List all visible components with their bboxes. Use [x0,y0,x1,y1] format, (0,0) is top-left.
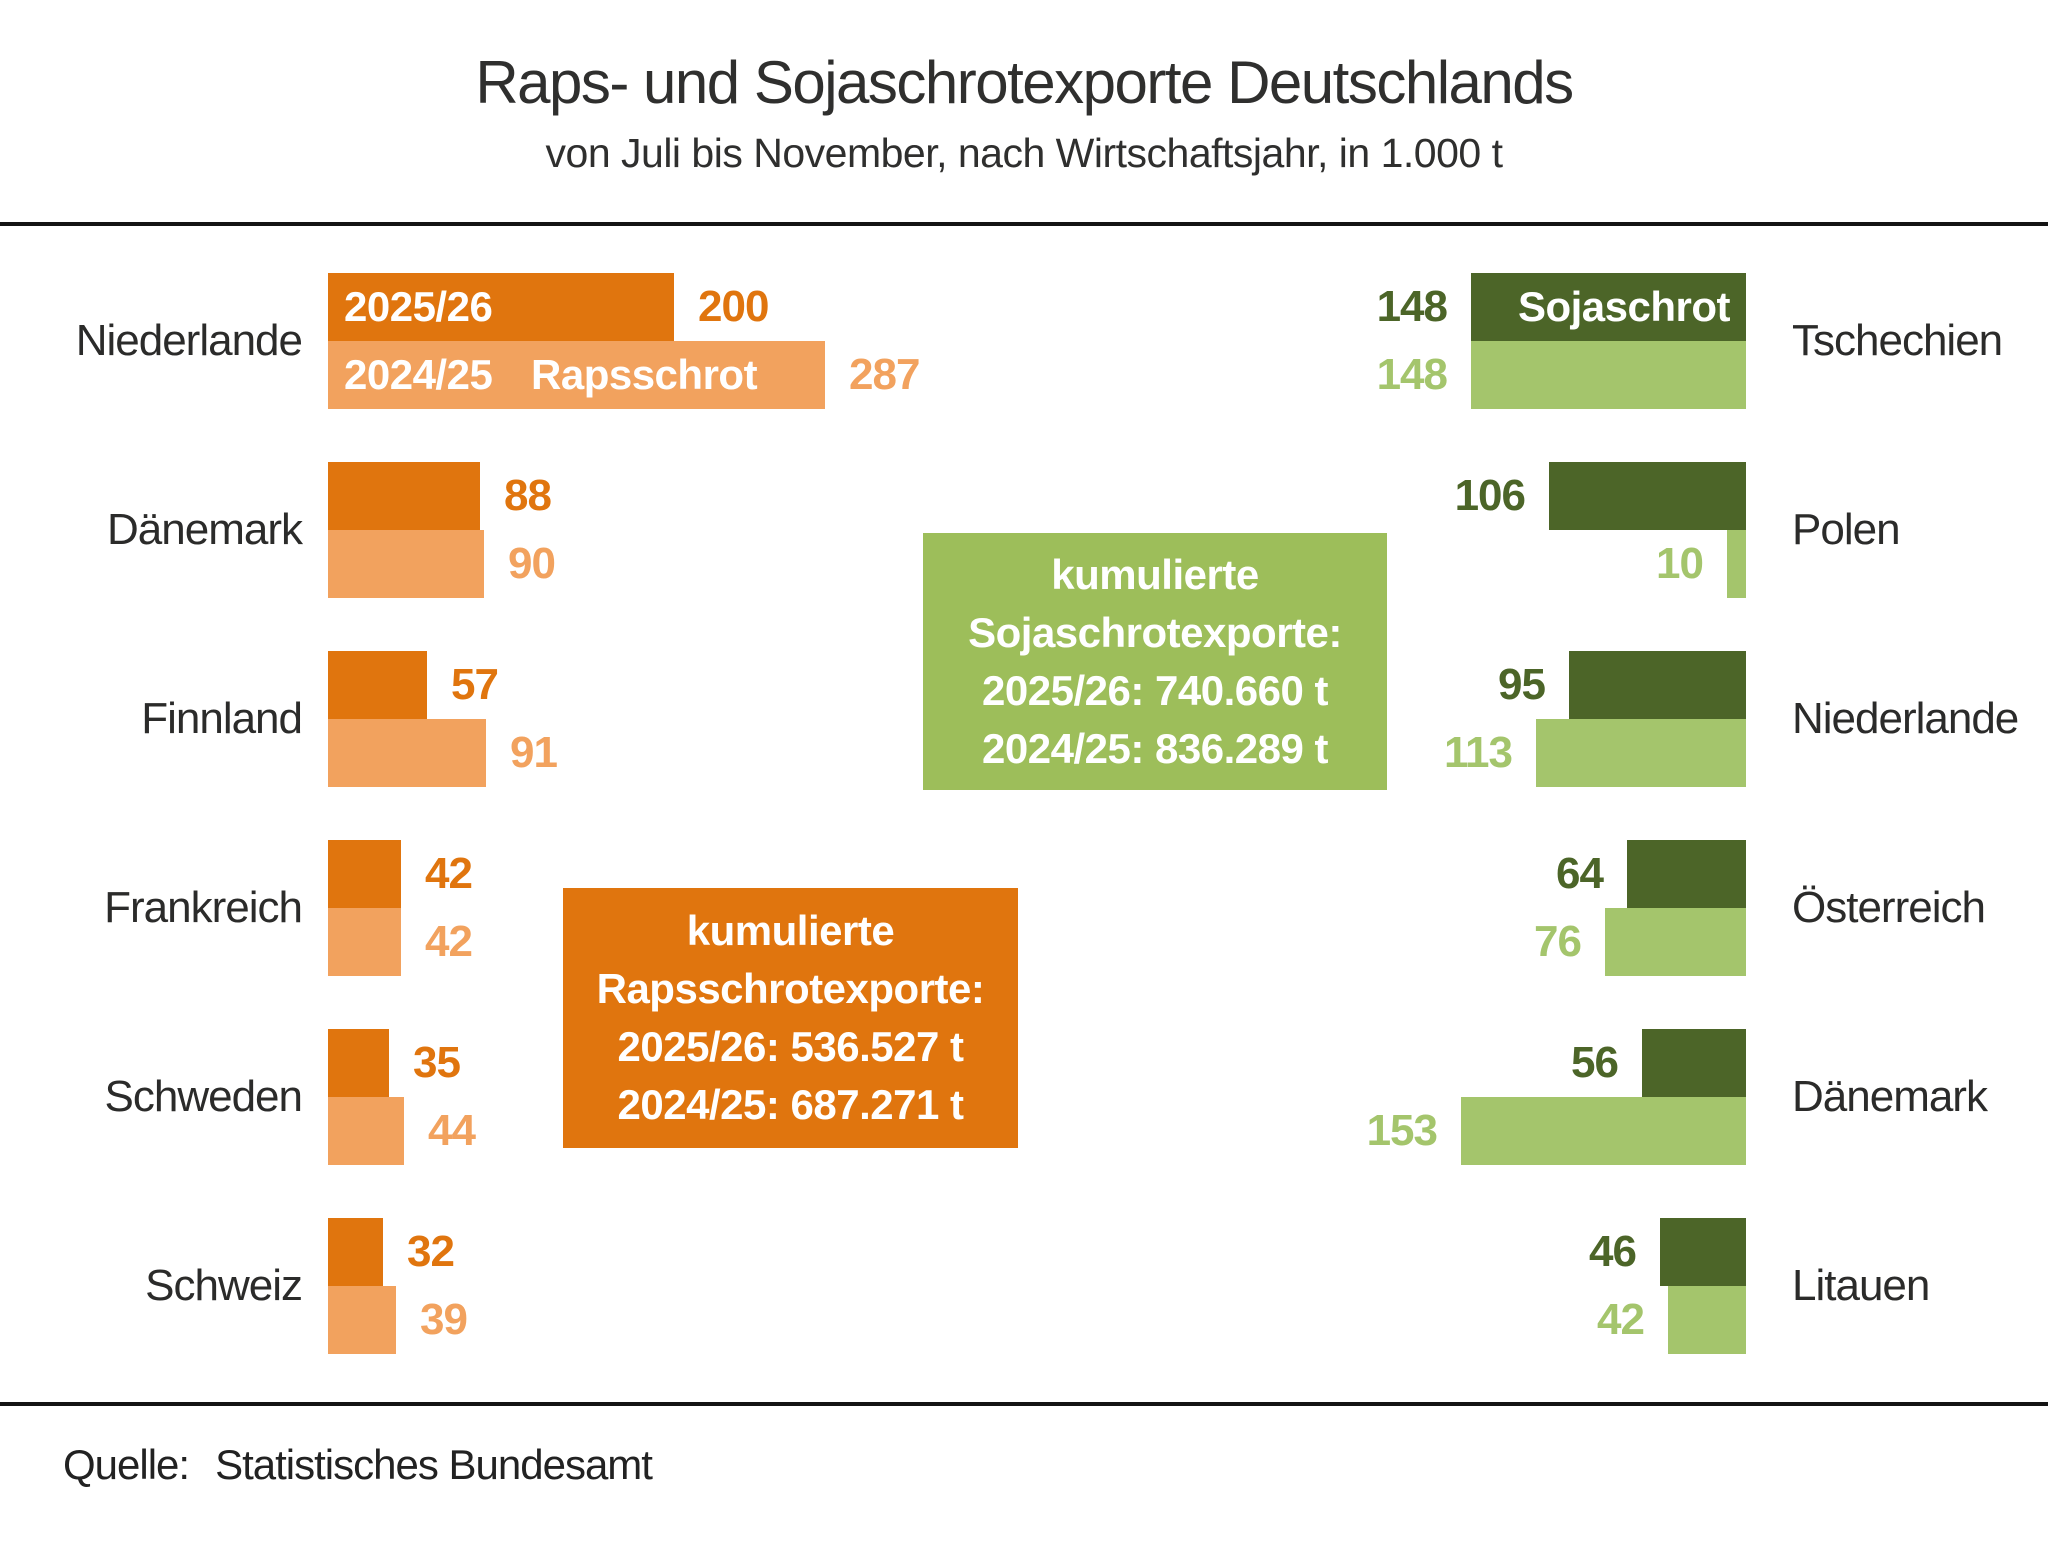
country-label-raps: Niederlande [75,316,303,365]
bar-sojaschrot-2024-25 [1668,1286,1746,1354]
country-label-raps: Finnland [141,694,303,743]
sojaschrot-cumulative-box: kumulierte Sojaschrotexporte: 2025/26: 7… [923,533,1387,790]
legend-year-2024-25: 2024/25 [344,351,493,398]
source-note: Quelle: Statistisches Bundesamt [63,1435,653,1495]
country-label-raps: Schweiz [145,1261,303,1310]
soja-box-line-4: 2024/25: 836.289 t [982,724,1328,772]
bar-rapsschrot-2025-26 [328,651,427,719]
value-label-sojaschrot-2024-25: 42 [1597,1295,1645,1344]
value-label-sojaschrot-2024-25: 113 [1444,728,1513,777]
bar-sojaschrot-2025-26 [1660,1218,1746,1286]
bar-rapsschrot-2025-26 [328,1218,383,1286]
value-label-sojaschrot-2024-25: 153 [1366,1106,1438,1155]
value-label-rapsschrot-2025-26: 35 [413,1038,461,1087]
soja-box-line-3: 2025/26: 740.660 t [982,666,1328,714]
value-label-sojaschrot-2025-26: 64 [1556,849,1604,898]
bar-sojaschrot-2025-26 [1549,462,1746,530]
soja-box-line-1: kumulierte [1051,550,1259,598]
bar-sojaschrot-2024-25 [1471,341,1746,409]
page-subtitle: von Juli bis November, nach Wirtschaftsj… [545,130,1503,176]
bar-sojaschrot-2025-26 [1642,1029,1746,1097]
raps-box-line-1: kumulierte [686,907,895,954]
bar-sojaschrot-2024-25 [1536,719,1746,787]
country-label-raps: Dänemark [107,505,303,554]
raps-box-line-2: Rapsschrotexporte: [596,965,985,1012]
bar-rapsschrot-2025-26 [328,1029,389,1097]
value-label-sojaschrot-2024-25: 10 [1656,539,1704,588]
source-label: Quelle: [63,1441,190,1488]
legend-sojaschrot-label: Sojaschrot [1517,283,1731,330]
bar-rapsschrot-2025-26 [328,273,674,341]
bar-sojaschrot-2024-25 [1461,1097,1746,1165]
bar-rapsschrot-2024-25 [328,530,484,598]
bar-rapsschrot-2024-25 [328,908,401,976]
bar-rapsschrot-2025-26 [328,840,401,908]
value-label-rapsschrot-2024-25: 91 [510,728,558,777]
country-label-soja: Österreich [1792,883,1986,932]
legend-rapsschrot-label: Rapsschrot [531,351,758,398]
source-text: Statistisches Bundesamt [215,1441,653,1488]
country-label-soja: Tschechien [1792,316,2003,365]
bar-sojaschrot-2025-26 [1569,651,1746,719]
bar-rapsschrot-2024-25 [328,1097,404,1165]
soja-box-line-2: Sojaschrotexporte: [968,608,1342,656]
bar-rapsschrot-2024-25 [328,719,486,787]
country-label-soja: Litauen [1792,1261,1930,1310]
bar-rapsschrot-2025-26 [328,462,480,530]
country-label-soja: Polen [1792,505,1901,554]
country-label-raps: Frankreich [104,883,303,932]
value-label-sojaschrot-2025-26: 95 [1498,660,1546,709]
value-label-rapsschrot-2025-26: 57 [451,660,499,709]
value-label-sojaschrot-2025-26: 148 [1376,282,1448,331]
country-label-soja: Dänemark [1792,1072,1988,1121]
raps-box-line-4: 2024/25: 687.271 t [617,1081,964,1128]
bar-sojaschrot-2024-25 [1605,908,1746,976]
bar-sojaschrot-2025-26 [1471,273,1746,341]
value-label-rapsschrot-2025-26: 42 [425,849,473,898]
raps-box-line-3: 2025/26: 536.527 t [617,1023,964,1070]
country-label-raps: Schweden [104,1072,303,1121]
value-label-rapsschrot-2025-26: 32 [407,1227,455,1276]
top-divider-line [0,222,2048,226]
bar-rapsschrot-2024-25 [328,341,825,409]
value-label-sojaschrot-2025-26: 56 [1571,1038,1619,1087]
page-title: Raps- und Sojaschrotexporte Deutschlands [475,49,1574,116]
legend-year-2025-26: 2025/26 [344,283,493,330]
value-label-sojaschrot-2025-26: 46 [1589,1227,1637,1276]
bottom-divider-line [0,1402,2048,1406]
bar-rapsschrot-2024-25 [328,1286,396,1354]
bar-sojaschrot-2025-26 [1627,840,1746,908]
value-label-rapsschrot-2024-25: 44 [428,1106,476,1155]
value-label-sojaschrot-2024-25: 76 [1534,917,1582,966]
value-label-rapsschrot-2025-26: 200 [698,282,769,331]
value-label-rapsschrot-2024-25: 287 [849,350,920,399]
value-label-sojaschrot-2025-26: 106 [1454,471,1526,520]
rapsschrot-cumulative-box: kumulierte Rapsschrotexporte: 2025/26: 5… [563,888,1018,1148]
bar-sojaschrot-2024-25 [1727,530,1746,598]
value-label-rapsschrot-2024-25: 42 [425,917,473,966]
value-label-rapsschrot-2024-25: 39 [420,1295,468,1344]
value-label-sojaschrot-2024-25: 148 [1376,350,1448,399]
value-label-rapsschrot-2025-26: 88 [504,471,552,520]
country-label-soja: Niederlande [1792,694,2019,743]
value-label-rapsschrot-2024-25: 90 [508,539,556,588]
